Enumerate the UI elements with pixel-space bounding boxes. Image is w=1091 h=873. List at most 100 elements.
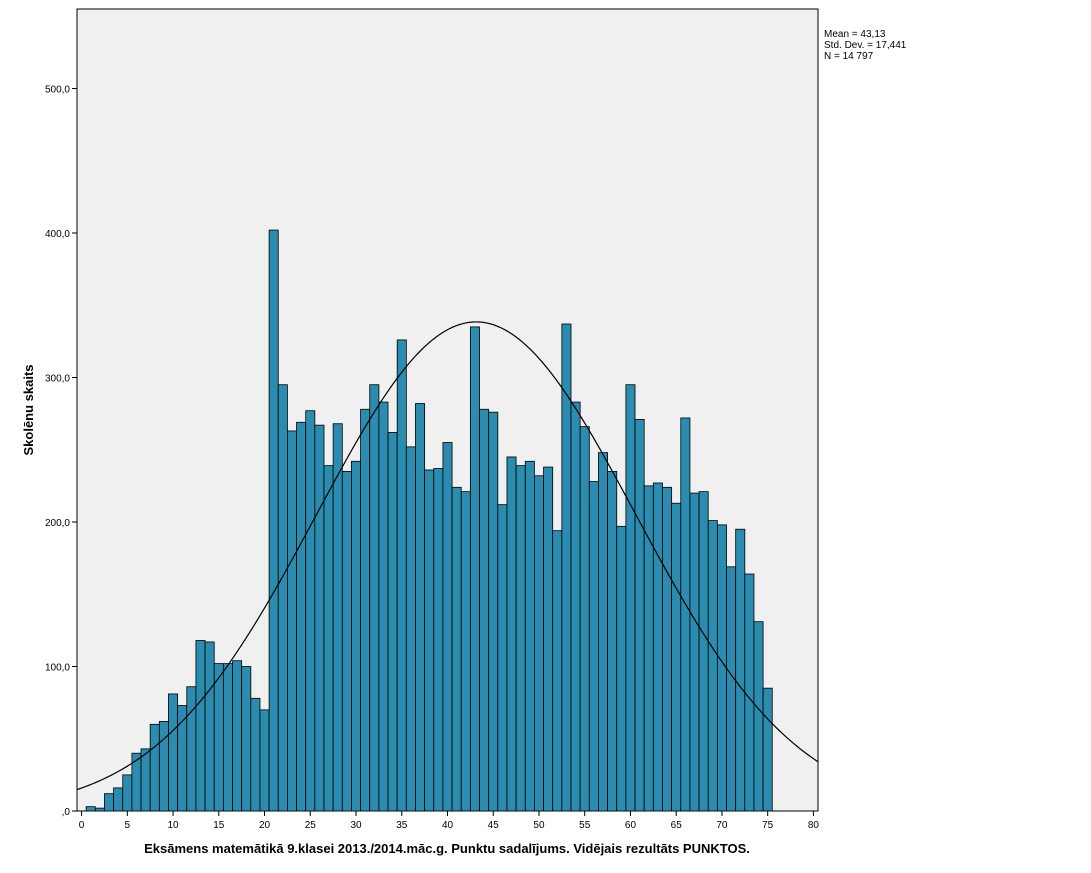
histogram-bar xyxy=(707,520,718,812)
histogram-bar xyxy=(104,793,114,812)
histogram-bar xyxy=(168,693,179,812)
y-axis: ,0 100,0 200,0 300,0 400,0 500,0 xyxy=(45,84,77,818)
histogram-bar xyxy=(460,491,471,812)
histogram-bar xyxy=(140,748,151,812)
histogram-bar xyxy=(213,663,224,812)
y-axis-title: Skolēnu skaits xyxy=(21,364,36,455)
histogram-bar xyxy=(287,430,297,812)
histogram-bar xyxy=(113,787,124,812)
histogram-bar xyxy=(222,663,233,812)
histogram-bar xyxy=(744,573,755,812)
x-tick-label: 70 xyxy=(716,820,728,831)
histogram-bar xyxy=(268,229,279,812)
histogram-bar xyxy=(515,465,526,812)
x-tick-label: 65 xyxy=(671,820,683,831)
std-dev-label: Std. Dev. = 17,441 xyxy=(824,40,907,51)
histogram-bar xyxy=(588,481,599,812)
histogram-bar xyxy=(506,456,517,812)
histogram-bar xyxy=(753,621,764,812)
histogram-bar xyxy=(698,491,709,812)
histogram-bar xyxy=(598,452,608,812)
x-tick-label: 10 xyxy=(167,820,179,831)
histogram-bar xyxy=(94,807,105,812)
normal-curve-line xyxy=(76,321,819,791)
histogram-bar xyxy=(497,504,508,812)
histogram-bar xyxy=(149,723,160,812)
histogram-bar xyxy=(396,339,407,812)
histogram-bar xyxy=(561,323,572,812)
histogram-bar xyxy=(762,687,773,812)
histogram-bar xyxy=(85,806,96,812)
n-label: N = 14 797 xyxy=(824,51,874,62)
histogram-bar xyxy=(671,502,682,812)
histogram-bar xyxy=(607,471,618,812)
x-tick-label: 55 xyxy=(579,820,591,831)
histogram-bar xyxy=(469,326,480,812)
histogram-bar xyxy=(250,697,261,812)
histogram-bar xyxy=(652,482,663,812)
histogram-bar xyxy=(643,485,654,812)
x-axis: 0 5 10 15 20 25 30 35 40 45 50 55 60 65 70 75 80 xyxy=(79,811,819,831)
y-tick-label: 100,0 xyxy=(45,662,70,673)
histogram-bar xyxy=(195,640,206,812)
x-tick-label: 35 xyxy=(396,820,408,831)
x-tick-label: 60 xyxy=(625,820,637,831)
histogram-bar xyxy=(479,408,490,812)
y-tick-label: 300,0 xyxy=(45,373,70,384)
x-tick-label: 50 xyxy=(533,820,545,831)
histogram-bar xyxy=(204,641,215,812)
histogram-bar xyxy=(341,471,352,812)
x-tick-label: 5 xyxy=(125,820,131,831)
histogram-bar xyxy=(552,530,563,812)
x-tick-label: 20 xyxy=(259,820,271,831)
histogram-bar xyxy=(378,401,389,812)
histogram-bar xyxy=(579,426,590,812)
histogram-bar xyxy=(122,774,133,812)
histogram-bar xyxy=(259,709,270,812)
histogram-bar xyxy=(534,475,544,812)
x-tick-label: 40 xyxy=(442,820,454,831)
histogram-bar xyxy=(625,384,636,812)
histogram-bar xyxy=(424,469,435,812)
histogram-bar xyxy=(634,418,645,812)
histogram-bar xyxy=(323,465,334,812)
histogram-bar xyxy=(735,528,746,812)
x-tick-label: 0 xyxy=(79,820,85,831)
histogram-bar xyxy=(488,411,499,812)
histogram-bar xyxy=(451,486,462,812)
x-axis-title: Eksāmens matemātikā 9.klasei 2013./2014.… xyxy=(144,841,750,856)
histogram-bar xyxy=(305,410,316,812)
histogram-bar xyxy=(716,524,727,812)
x-tick-label: 15 xyxy=(213,820,225,831)
histogram-bar xyxy=(158,721,169,812)
histogram-bar xyxy=(680,417,691,812)
histogram-bar xyxy=(524,460,535,812)
histogram-bar xyxy=(662,486,673,812)
histogram-bar xyxy=(351,460,361,812)
x-tick-label: 75 xyxy=(762,820,774,831)
histogram-bar xyxy=(726,566,737,812)
y-tick-label: 200,0 xyxy=(45,518,70,529)
x-tick-label: 30 xyxy=(350,820,362,831)
histogram-bar xyxy=(415,403,426,812)
histogram-bar xyxy=(689,492,700,812)
histogram-bar xyxy=(442,442,453,812)
histogram-bar xyxy=(277,384,288,812)
y-tick-label: 500,0 xyxy=(45,84,70,95)
histogram-bar xyxy=(616,525,627,812)
histogram-bar xyxy=(296,421,307,812)
histogram-bar xyxy=(433,468,444,812)
y-tick-label: 400,0 xyxy=(45,229,70,240)
histogram-bar xyxy=(314,424,325,812)
x-tick-label: 25 xyxy=(305,820,317,831)
bars-group xyxy=(85,229,773,812)
y-tick-label: ,0 xyxy=(62,807,71,818)
histogram-bar xyxy=(360,408,371,812)
statistics-legend: Mean = 43,13 Std. Dev. = 17,441 N = 14 7… xyxy=(824,29,906,62)
histogram-bar xyxy=(570,401,581,812)
histogram-bar xyxy=(241,666,252,812)
histogram-bar xyxy=(232,660,243,812)
histogram-bar xyxy=(543,466,554,812)
mean-label: Mean = 43,13 xyxy=(824,29,886,40)
